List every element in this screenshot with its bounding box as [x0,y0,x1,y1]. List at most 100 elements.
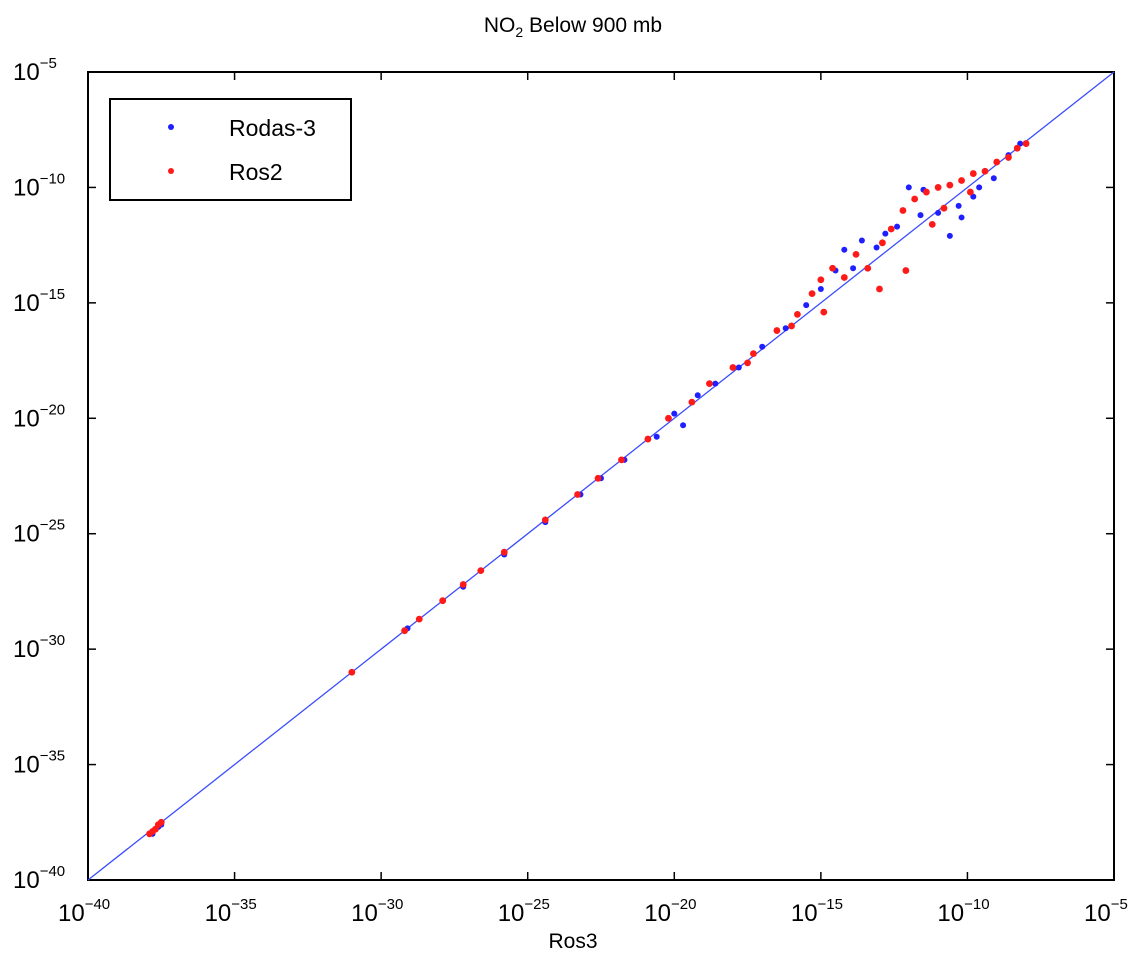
data-point [887,225,895,233]
x-tick-label: 10−10 [937,896,989,927]
data-point [958,214,965,221]
data-point [841,246,848,253]
data-point [969,170,977,177]
data-point [946,181,954,189]
data-point [820,308,828,316]
data-point [706,380,713,388]
data-point [794,311,801,318]
data-point [401,627,408,635]
data-points [146,140,1030,838]
x-tick-label: 10−40 [58,896,110,927]
title-main: NO [483,14,516,37]
data-point [864,264,872,272]
data-point [882,230,889,237]
title-rest: Below 900 mb [523,14,663,37]
data-point [966,188,974,196]
data-point [990,175,997,182]
data-point [902,267,910,274]
data-point [852,250,860,258]
title-subscript: 2 [515,24,524,41]
data-point [876,285,883,293]
axis-ticks [88,72,1114,880]
data-point [858,237,865,244]
data-point [665,414,672,422]
legend: Rodas-3 Ros2 [109,98,352,201]
data-point [905,184,912,191]
data-point [680,422,687,429]
data-point [541,516,549,524]
data-point [803,302,810,309]
x-tick-label: 10−15 [791,896,843,927]
data-point [817,276,825,284]
y-tick-label: 10−30 [13,632,65,663]
data-point [928,220,936,228]
data-point [958,177,965,184]
legend-marker-ros2 [168,168,174,174]
data-point [729,364,737,371]
y-tick-label: 10−5 [13,55,57,86]
data-point [671,410,678,417]
data-point [873,244,880,251]
data-point [574,491,581,498]
data-point [993,158,1001,166]
data-point [917,212,924,219]
data-point [1022,140,1030,147]
y-tick-label: 10−10 [13,170,65,201]
data-point [500,548,508,556]
x-axis-label: Ros3 [548,930,598,953]
data-point [688,398,696,406]
x-tick-label: 10−5 [1084,896,1128,927]
y-tick-label: 10−40 [13,863,65,894]
data-point [759,343,766,350]
data-point [773,327,781,334]
data-point [899,207,907,214]
data-point [935,209,942,216]
x-tick-label: 10−20 [644,896,696,927]
legend-entry-rodas3: Rodas-3 [111,113,350,143]
data-point [850,265,857,272]
data-point [477,567,485,575]
data-point [981,167,989,175]
y-tick-label: 10−20 [13,401,65,432]
data-point [644,435,652,443]
y-tick-label: 10−15 [13,286,65,317]
data-point [1005,154,1012,161]
data-point [946,232,953,239]
data-point [439,597,447,605]
y-tick-label: 10−35 [13,748,65,779]
data-point [157,818,165,826]
data-point [829,264,836,272]
data-point [894,223,901,230]
data-point [911,195,919,203]
data-point [348,668,356,676]
data-point [1017,140,1024,147]
data-point [940,204,948,212]
x-tick-label: 10−25 [498,896,550,927]
legend-marker-rodas3 [168,124,174,130]
legend-label-ros2: Ros2 [229,159,283,185]
data-point [146,830,153,838]
data-point [976,184,983,191]
data-point [694,392,701,399]
data-point [744,359,751,367]
data-point [750,350,757,358]
data-point [922,188,930,196]
data-point [955,202,962,209]
chart-title: NO2 Below 900 mb [0,14,1146,40]
data-point [788,322,795,330]
data-point [712,380,719,387]
legend-label-rodas3: Rodas-3 [229,115,316,141]
data-point [934,184,942,191]
x-tick-label: 10−30 [351,896,403,927]
data-point [808,290,816,298]
data-point [970,193,977,200]
data-point [735,364,742,371]
data-point [594,474,602,482]
data-point [840,274,848,281]
legend-entry-ros2: Ros2 [111,157,350,187]
data-point [653,433,660,440]
x-tick-label: 10−35 [205,896,257,927]
series-ros2 [146,140,1030,838]
